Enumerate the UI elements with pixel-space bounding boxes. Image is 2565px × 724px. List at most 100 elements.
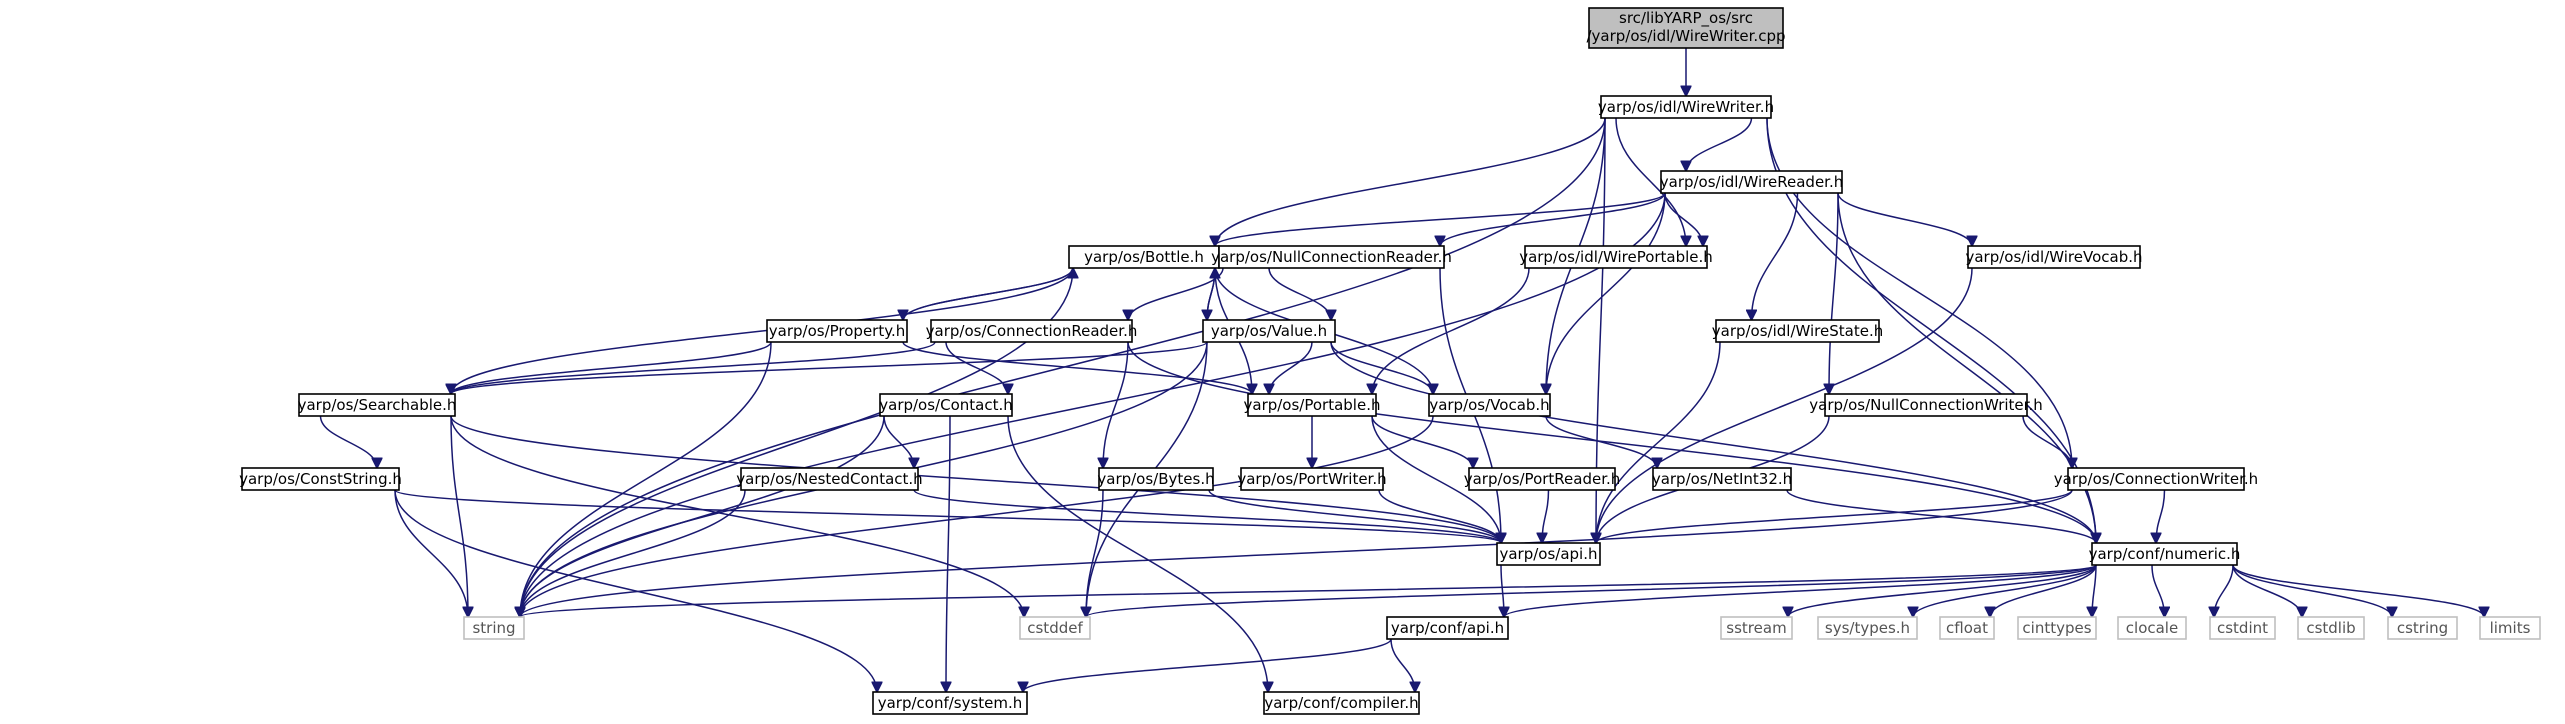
node-nestedcontact-h[interactable]: yarp/os/NestedContact.h bbox=[736, 467, 923, 491]
edge-contact-h-to-system-h bbox=[946, 415, 950, 692]
node-label: yarp/os/NullConnectionReader.h bbox=[1211, 248, 1452, 266]
edge-conststring-h-to-os-api-h bbox=[394, 489, 1501, 543]
edge-numeric-h-to-cstring bbox=[2232, 564, 2392, 617]
node-portwriter-h[interactable]: yarp/os/PortWriter.h bbox=[1237, 467, 1387, 491]
edge-conststring-h-to-string bbox=[394, 489, 468, 617]
node-box bbox=[1652, 467, 1792, 491]
node-box bbox=[1202, 319, 1336, 343]
edge-os-api-h-to-conf-api-h bbox=[1501, 564, 1504, 617]
node-box bbox=[1588, 7, 1784, 49]
node-label: yarp/os/NestedContact.h bbox=[736, 470, 922, 488]
edge-numeric-h-to-cfloat bbox=[1990, 564, 2097, 617]
node-connectionwriter-h[interactable]: yarp/os/ConnectionWriter.h bbox=[2054, 467, 2258, 491]
edge-searchable-h-to-os-api-h bbox=[450, 415, 1501, 543]
edge-property-h-to-searchable-h bbox=[451, 341, 772, 394]
node-cstddef: cstddef bbox=[1019, 616, 1091, 640]
node-box bbox=[1098, 467, 1214, 491]
node-value-h[interactable]: yarp/os/Value.h bbox=[1202, 319, 1336, 343]
node-cstdlib: cstdlib bbox=[2297, 616, 2365, 640]
node-system-h[interactable]: yarp/conf/system.h bbox=[872, 691, 1028, 715]
edge-portwriter-h-to-os-api-h bbox=[1378, 489, 1501, 543]
edge-value-h-to-portable-h bbox=[1269, 341, 1313, 394]
edge-vocab-h-to-netint32-h bbox=[1545, 415, 1657, 468]
edge-numeric-h-to-clocale bbox=[2151, 564, 2165, 617]
node-box bbox=[2017, 616, 2097, 640]
node-box bbox=[1247, 393, 1377, 417]
node-box bbox=[1468, 467, 1616, 491]
node-searchable-h[interactable]: yarp/os/Searchable.h bbox=[298, 393, 457, 417]
node-portable-h[interactable]: yarp/os/Portable.h bbox=[1244, 393, 1381, 417]
node-box bbox=[872, 691, 1028, 715]
edge-value-h-to-searchable-h bbox=[451, 341, 1208, 394]
node-label: yarp/conf/numeric.h bbox=[2089, 545, 2241, 563]
node-portreader-h[interactable]: yarp/os/PortReader.h bbox=[1464, 467, 1621, 491]
node-connectionreader-h[interactable]: yarp/os/ConnectionReader.h bbox=[926, 319, 1138, 343]
node-conf-api-h[interactable]: yarp/conf/api.h bbox=[1386, 616, 1509, 640]
edge-value-h-to-vocab-h bbox=[1330, 341, 1433, 394]
node-label: cstring bbox=[2397, 619, 2448, 637]
node-wirereader-h[interactable]: yarp/os/idl/WireReader.h bbox=[1660, 170, 1844, 194]
edge-searchable-h-to-conststring-h bbox=[319, 415, 378, 468]
node-box bbox=[1240, 467, 1384, 491]
node-numeric-h[interactable]: yarp/conf/numeric.h bbox=[2089, 542, 2241, 566]
edge-bottle-h-to-searchable-h bbox=[451, 267, 1074, 394]
edge-numeric-h-to-systypes-h bbox=[1913, 564, 2097, 617]
node-nullconnectionwriter-h[interactable]: yarp/os/NullConnectionWriter.h bbox=[1809, 393, 2043, 417]
node-nullconnectionreader-h[interactable]: yarp/os/NullConnectionReader.h bbox=[1211, 245, 1452, 269]
edge-wirereader-h-to-bottle-h bbox=[1215, 192, 1666, 247]
edge-wirereader-h-to-wirestate-h bbox=[1752, 192, 1799, 320]
node-box bbox=[1263, 691, 1420, 715]
node-label: yarp/os/idl/WireReader.h bbox=[1660, 173, 1844, 191]
node-box bbox=[740, 467, 919, 491]
edge-value-h-to-numeric-h bbox=[1330, 341, 2096, 543]
node-clocale: clocale bbox=[2117, 616, 2187, 640]
node-box bbox=[1660, 170, 1843, 194]
node-property-h[interactable]: yarp/os/Property.h bbox=[766, 319, 908, 343]
edge-wireportable-h-to-portable-h bbox=[1372, 267, 1530, 394]
edge-numeric-h-to-cinttypes bbox=[2092, 564, 2096, 617]
node-wirewriter-cpp[interactable]: src/libYARP_os/src/yarp/os/idl/WireWrite… bbox=[1586, 7, 1786, 49]
edge-nestedcontact-h-to-os-api-h bbox=[913, 489, 1501, 543]
edge-wirewriter-h-to-bottle-h bbox=[1215, 117, 1606, 246]
edge-connectionwriter-h-to-string bbox=[520, 489, 2073, 617]
node-wireportable-h[interactable]: yarp/os/idl/WirePortable.h bbox=[1519, 245, 1713, 269]
node-box bbox=[2387, 616, 2458, 640]
edge-searchable-h-to-cstddef bbox=[450, 415, 1024, 617]
edge-value-h-to-bottle-h bbox=[1206, 268, 1215, 321]
node-wirevocab-h[interactable]: yarp/os/idl/WireVocab.h bbox=[1965, 245, 2143, 269]
edge-nullconnectionreader-h-to-connectionreader-h bbox=[1128, 267, 1224, 320]
node-conststring-h[interactable]: yarp/os/ConstString.h bbox=[239, 467, 402, 491]
edge-nestedcontact-h-to-string bbox=[520, 489, 746, 617]
node-label: yarp/os/ConstString.h bbox=[239, 470, 402, 488]
node-box bbox=[463, 616, 525, 640]
node-box bbox=[2067, 467, 2245, 491]
node-label: cstddef bbox=[1027, 619, 1083, 637]
node-label: src/libYARP_os/src bbox=[1619, 9, 1753, 28]
edge-nullconnectionwriter-h-to-connectionwriter-h bbox=[2022, 415, 2072, 468]
node-box bbox=[1939, 616, 1995, 640]
node-netint32-h[interactable]: yarp/os/NetInt32.h bbox=[1652, 467, 1792, 491]
node-box bbox=[930, 319, 1133, 343]
edge-connectionreader-h-to-contact-h bbox=[945, 341, 1008, 394]
edges-layer bbox=[319, 48, 2485, 692]
node-box bbox=[1218, 245, 1445, 269]
edge-wirestate-h-to-os-api-h bbox=[1596, 341, 1721, 543]
node-label: yarp/os/Bottle.h bbox=[1084, 248, 1204, 266]
node-bytes-h[interactable]: yarp/os/Bytes.h bbox=[1097, 467, 1215, 491]
node-box bbox=[2117, 616, 2187, 640]
node-box bbox=[1386, 616, 1509, 640]
node-vocab-h[interactable]: yarp/os/Vocab.h bbox=[1428, 393, 1551, 417]
edge-conf-api-h-to-system-h bbox=[1023, 638, 1392, 692]
node-wirestate-h[interactable]: yarp/os/idl/WireState.h bbox=[1712, 319, 1883, 343]
node-label: yarp/os/ConnectionWriter.h bbox=[2054, 470, 2258, 488]
node-contact-h[interactable]: yarp/os/Contact.h bbox=[879, 393, 1013, 417]
edge-wirereader-h-to-string bbox=[520, 192, 1666, 617]
node-compiler-h[interactable]: yarp/conf/compiler.h bbox=[1263, 691, 1420, 715]
node-bottle-h[interactable]: yarp/os/Bottle.h bbox=[1068, 245, 1220, 269]
node-label: yarp/os/Bytes.h bbox=[1097, 470, 1214, 488]
node-box bbox=[298, 393, 456, 417]
edge-wirewriter-h-to-wireportable-h bbox=[1615, 117, 1686, 246]
node-limits: limits bbox=[2479, 616, 2541, 640]
node-os-api-h[interactable]: yarp/os/api.h bbox=[1496, 542, 1601, 566]
node-wirewriter-h[interactable]: yarp/os/idl/WireWriter.h bbox=[1598, 95, 1774, 119]
